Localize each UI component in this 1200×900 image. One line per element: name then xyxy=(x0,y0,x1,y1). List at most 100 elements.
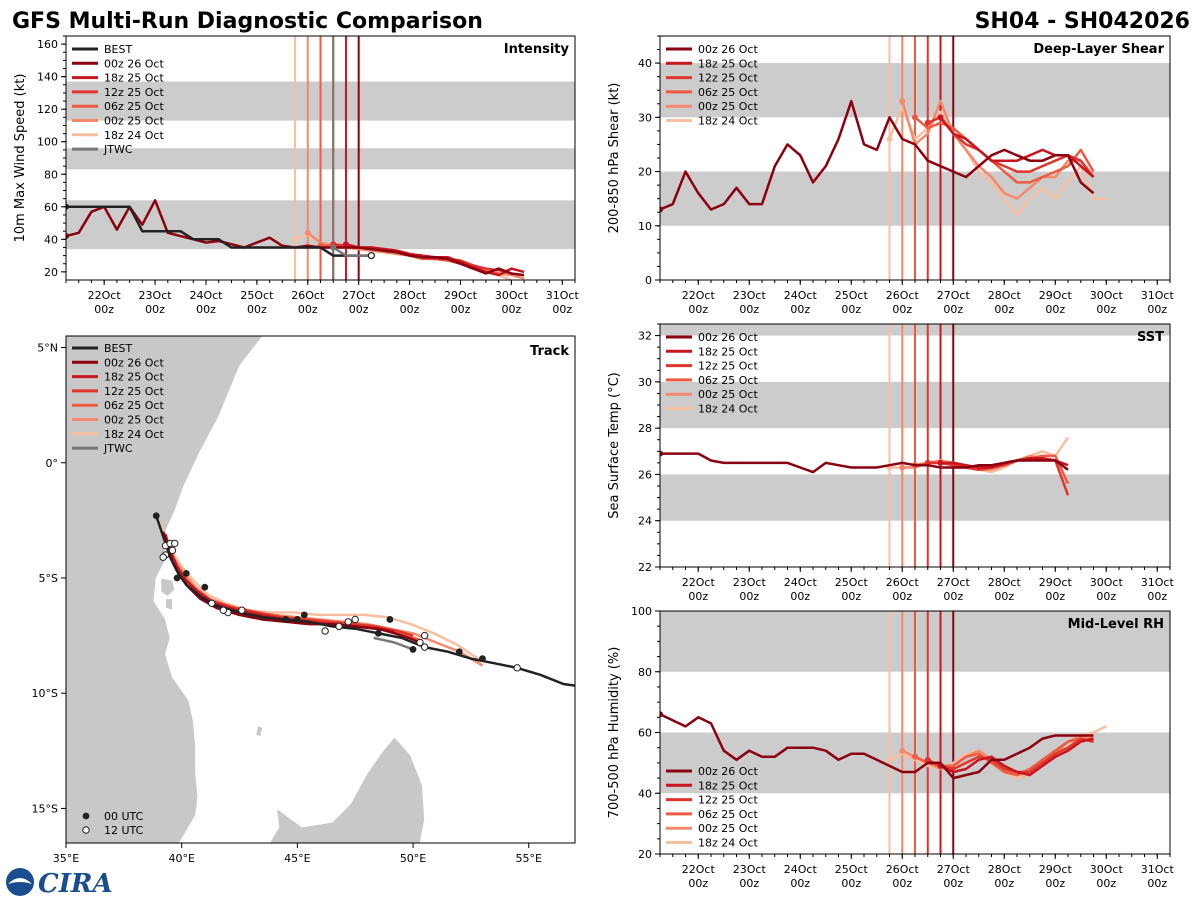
rh-series-18z-25-oct xyxy=(939,737,1094,777)
track-xtick-label: 55°E xyxy=(516,852,542,865)
sst-series-start-point xyxy=(937,459,944,466)
intensity-ytick-label: 120 xyxy=(37,103,58,116)
intensity-legend-label: 06z 25 Oct xyxy=(104,100,164,113)
rh-xtick-date: 27Oct xyxy=(937,863,971,876)
intensity-ytick-label: 80 xyxy=(44,168,58,181)
track-marker-12utc xyxy=(416,638,424,647)
track-marker-legend-12-label: 12 UTC xyxy=(104,824,144,837)
shear-series-00z-26-oct xyxy=(660,99,1095,211)
rh-xtick-hour: 00z xyxy=(1147,877,1167,890)
sst-series-start-point xyxy=(660,450,663,457)
track-ytick-label: 15°S xyxy=(32,802,58,815)
sst-panel: 22242628303222Oct00z23Oct00z24Oct00z25Oc… xyxy=(607,323,1175,603)
track-series-18z-24-oct xyxy=(157,519,479,660)
intensity-ytick-label: 40 xyxy=(44,233,58,246)
intensity-series-start-point xyxy=(304,229,311,236)
rh-xtick-hour: 00z xyxy=(1045,877,1065,890)
sst-legend-label: 18z 24 Oct xyxy=(698,403,758,416)
rh-series-start-point xyxy=(924,756,931,763)
rh-xtick-date: 22Oct xyxy=(682,863,716,876)
rh-xtick-hour: 00z xyxy=(739,877,759,890)
intensity-xtick-date: 29Oct xyxy=(444,289,478,302)
track-panel-title: Track xyxy=(530,344,569,359)
rh-xtick-hour: 00z xyxy=(790,877,810,890)
track-marker-12utc xyxy=(168,546,177,555)
intensity-legend-label: 18z 24 Oct xyxy=(104,129,164,142)
rh-xtick-hour: 00z xyxy=(892,877,912,890)
sst-xtick-date: 31Oct xyxy=(1141,576,1175,589)
track-marker-00utc xyxy=(409,646,417,653)
track-marker-12utc xyxy=(208,599,216,608)
rh-xtick-hour: 00z xyxy=(943,877,963,890)
sst-ytick-label: 32 xyxy=(638,330,652,343)
sst-ytick-label: 30 xyxy=(638,376,652,389)
track-marker-00utc xyxy=(386,616,394,623)
sst-xtick-hour: 00z xyxy=(1096,590,1116,603)
sst-xtick-hour: 00z xyxy=(841,590,861,603)
track-marker-12utc xyxy=(321,627,329,635)
sst-ytick-label: 22 xyxy=(638,561,652,574)
track-marker-00utc xyxy=(374,629,382,637)
sst-xtick-hour: 00z xyxy=(739,590,759,603)
rh-xtick-date: 26Oct xyxy=(886,863,920,876)
sst-legend-label: 00z 25 Oct xyxy=(698,388,758,401)
rh-series-12z-25-oct xyxy=(927,737,1094,774)
track-marker-12utc xyxy=(159,553,167,561)
shear-ylabel: 200-850 hPa Shear (kt) xyxy=(607,83,622,234)
shear-series-start-point xyxy=(660,206,663,213)
track-map-area xyxy=(66,336,575,843)
land-polygon xyxy=(66,336,264,843)
sst-ytick-label: 28 xyxy=(638,422,652,435)
intensity-best-end-point xyxy=(367,252,375,260)
rh-legend-label: 06z 25 Oct xyxy=(698,808,758,821)
rh-xtick-date: 31Oct xyxy=(1141,863,1175,876)
rh-legend-label: 00z 25 Oct xyxy=(698,822,758,835)
cira-logo-text: CIRA xyxy=(38,869,113,899)
intensity-xtick-hour: 00z xyxy=(298,303,318,316)
sst-xtick-date: 28Oct xyxy=(988,576,1022,589)
intensity-ylabel: 10m Max Wind Speed (kt) xyxy=(13,74,28,243)
rh-plot-area xyxy=(660,611,1170,854)
rh-ytick-label: 60 xyxy=(638,727,652,740)
intensity-legend-label: 12z 25 Oct xyxy=(104,86,164,99)
shear-xtick-date: 22Oct xyxy=(682,289,716,302)
shear-xtick-hour: 00z xyxy=(1045,303,1065,316)
rh-ytick-label: 40 xyxy=(638,787,652,800)
rh-xtick-hour: 00z xyxy=(1096,877,1116,890)
shear-series-start-point xyxy=(924,119,931,126)
intensity-xtick-date: 26Oct xyxy=(291,289,325,302)
rh-ytick-label: 80 xyxy=(638,666,652,679)
intensity-xtick-hour: 00z xyxy=(552,303,572,316)
intensity-series-start-point xyxy=(330,244,337,251)
intensity-series-start-point xyxy=(66,203,69,210)
rh-legend-label: 18z 24 Oct xyxy=(698,837,758,850)
intensity-xtick-date: 28Oct xyxy=(393,289,427,302)
intensity-xtick-date: 23Oct xyxy=(139,289,173,302)
rh-xtick-date: 24Oct xyxy=(784,863,818,876)
shear-series-start-point xyxy=(886,136,893,143)
track-frame xyxy=(65,335,576,844)
track-ytick-label: 5°N xyxy=(37,342,58,355)
intensity-ytick-label: 60 xyxy=(44,201,58,214)
shear-xtick-date: 31Oct xyxy=(1141,289,1175,302)
shear-xtick-date: 28Oct xyxy=(988,289,1022,302)
track-legend-label: 12z 25 Oct xyxy=(104,385,164,398)
intensity-series-start-point xyxy=(66,233,69,240)
sst-xtick-hour: 00z xyxy=(790,590,810,603)
rh-xtick-date: 30Oct xyxy=(1090,863,1124,876)
shear-xtick-hour: 00z xyxy=(688,303,708,316)
intensity-ytick-label: 140 xyxy=(37,71,58,84)
track-legend-label: 18z 24 Oct xyxy=(104,428,164,441)
shear-xtick-date: 23Oct xyxy=(733,289,767,302)
shear-legend-label: 00z 25 Oct xyxy=(698,100,758,113)
intensity-ytick-label: 160 xyxy=(37,38,58,51)
rh-xtick-date: 28Oct xyxy=(988,863,1022,876)
track-marker-00utc xyxy=(479,655,486,663)
track-marker-legend-12-icon xyxy=(82,826,90,834)
sst-xtick-date: 23Oct xyxy=(733,576,767,589)
rh-legend-label: 18z 25 Oct xyxy=(698,779,758,792)
intensity-legend-label: 18z 25 Oct xyxy=(104,72,164,85)
